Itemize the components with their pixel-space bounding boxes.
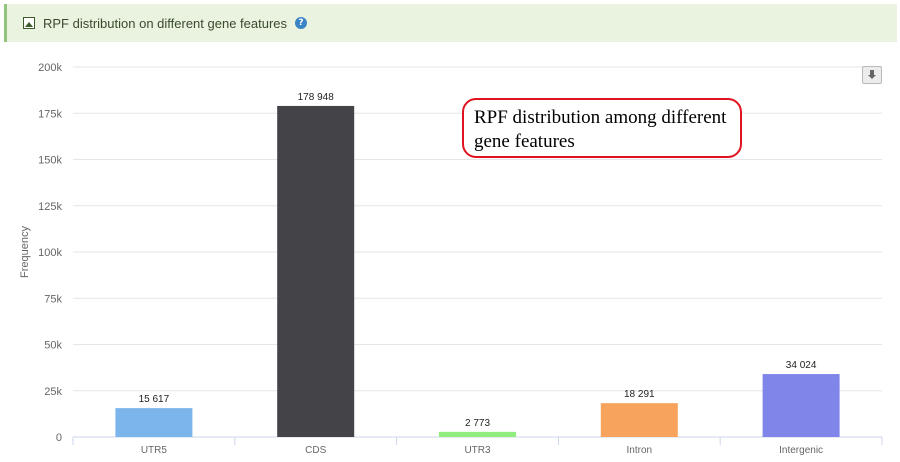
bar-intron[interactable] [600, 403, 678, 437]
bar-utr3[interactable] [439, 431, 516, 437]
data-label: 34 024 [786, 360, 817, 371]
x-tick-label: Intergenic [779, 445, 823, 456]
download-icon [867, 70, 877, 80]
y-tick-label: 75k [44, 293, 62, 305]
y-tick-label: 0 [56, 432, 62, 444]
y-tick-label: 175k [38, 108, 62, 120]
bars [115, 105, 840, 437]
x-tick-label: UTR3 [464, 445, 491, 456]
y-tick-label: 150k [38, 155, 62, 167]
panel-title: RPF distribution on different gene featu… [43, 15, 288, 31]
annotation-callout: RPF distribution among different gene fe… [462, 98, 742, 158]
bar-cds[interactable] [277, 105, 355, 437]
bar-utr5[interactable] [115, 408, 193, 437]
data-label: 178 948 [298, 92, 335, 103]
x-tick-label: CDS [305, 445, 326, 456]
grid-lines [73, 66, 882, 392]
panel-header: RPF distribution on different gene featu… [4, 4, 897, 42]
chart-image-icon [23, 17, 35, 29]
bar-intergenic[interactable] [762, 374, 840, 437]
data-label: 15 617 [139, 394, 170, 405]
x-tick-label: Intron [627, 445, 653, 456]
y-tick-label: 50k [44, 340, 62, 352]
data-label: 18 291 [624, 389, 655, 400]
y-axis-title: Frequency [19, 226, 31, 278]
y-tick-label: 200k [38, 62, 62, 74]
y-tick-label: 25k [44, 386, 62, 398]
download-button[interactable] [862, 66, 882, 84]
y-tick-label: 125k [38, 201, 62, 213]
help-icon[interactable]: ? [295, 17, 308, 29]
data-labels: 15 617 178 948 2 773 18 291 34 024 [139, 92, 817, 429]
x-tick-label: UTR5 [141, 445, 168, 456]
data-label: 2 773 [465, 418, 490, 429]
y-tick-label: 100k [38, 247, 62, 259]
